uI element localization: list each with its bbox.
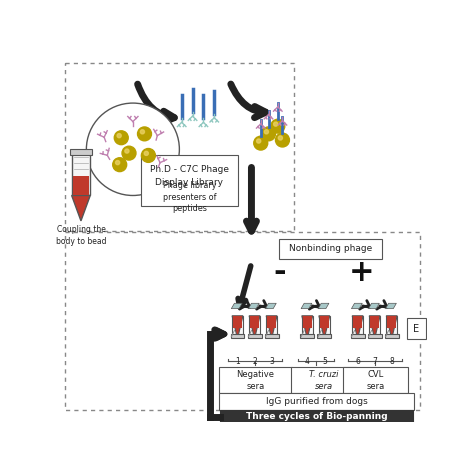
Bar: [247, 334, 262, 337]
FancyBboxPatch shape: [291, 367, 356, 393]
Polygon shape: [302, 316, 313, 339]
Bar: [230, 334, 245, 337]
Polygon shape: [368, 303, 379, 309]
Polygon shape: [248, 303, 259, 309]
Bar: [70, 148, 92, 155]
Polygon shape: [249, 316, 260, 339]
Bar: [368, 334, 382, 337]
Polygon shape: [319, 316, 330, 339]
Polygon shape: [232, 316, 243, 339]
Bar: [267, 316, 276, 328]
Circle shape: [137, 127, 152, 141]
Bar: [72, 153, 90, 195]
FancyBboxPatch shape: [220, 410, 413, 423]
Text: Phage library
presenters of
peptides: Phage library presenters of peptides: [163, 181, 216, 213]
Text: 3: 3: [269, 357, 274, 366]
Text: 6: 6: [355, 357, 360, 366]
Polygon shape: [385, 303, 396, 309]
Bar: [386, 316, 397, 335]
Text: Three cycles of Bio-panning: Three cycles of Bio-panning: [246, 412, 387, 421]
Polygon shape: [386, 316, 397, 339]
Polygon shape: [231, 303, 242, 309]
Bar: [385, 334, 399, 337]
Circle shape: [254, 136, 268, 150]
Bar: [370, 316, 379, 328]
Bar: [73, 176, 89, 195]
Bar: [387, 316, 396, 328]
Bar: [266, 316, 277, 335]
Polygon shape: [369, 316, 380, 339]
Circle shape: [256, 139, 261, 143]
Text: CVL
sera: CVL sera: [366, 370, 384, 391]
FancyBboxPatch shape: [141, 155, 237, 206]
Circle shape: [125, 149, 129, 153]
Text: IgG purified from dogs: IgG purified from dogs: [265, 397, 367, 406]
Bar: [317, 334, 331, 337]
Bar: [302, 316, 312, 328]
Circle shape: [117, 134, 121, 138]
Bar: [302, 316, 313, 335]
Circle shape: [264, 130, 268, 134]
Text: 1: 1: [235, 357, 240, 366]
Bar: [249, 316, 260, 335]
Circle shape: [86, 103, 179, 195]
Polygon shape: [318, 303, 329, 309]
Polygon shape: [352, 316, 363, 339]
Polygon shape: [266, 316, 277, 339]
Text: +: +: [349, 258, 374, 287]
Circle shape: [271, 119, 285, 133]
Text: 4: 4: [305, 357, 310, 366]
Polygon shape: [72, 195, 90, 221]
Bar: [319, 316, 329, 328]
Circle shape: [273, 122, 278, 126]
Bar: [232, 316, 243, 335]
Bar: [250, 316, 259, 328]
Text: T. cruzi
sera: T. cruzi sera: [309, 370, 338, 391]
Text: 8: 8: [389, 357, 394, 366]
Bar: [319, 316, 330, 335]
Text: Negative
sera: Negative sera: [237, 370, 274, 391]
Bar: [369, 316, 380, 335]
Bar: [233, 316, 242, 328]
Circle shape: [141, 148, 155, 163]
Text: Nonbinding phage: Nonbinding phage: [289, 244, 372, 253]
Bar: [351, 334, 365, 337]
Text: Ph.D - C7C Phage
Display Library: Ph.D - C7C Phage Display Library: [150, 165, 229, 187]
Bar: [300, 334, 314, 337]
FancyBboxPatch shape: [219, 392, 414, 410]
Bar: [264, 334, 279, 337]
Circle shape: [262, 127, 275, 141]
Circle shape: [113, 158, 127, 172]
Circle shape: [275, 133, 290, 147]
Circle shape: [122, 146, 136, 160]
Text: -: -: [274, 258, 286, 287]
Text: 7: 7: [372, 357, 377, 366]
Circle shape: [140, 130, 145, 134]
Polygon shape: [351, 303, 362, 309]
Polygon shape: [265, 303, 276, 309]
Circle shape: [144, 151, 148, 155]
FancyBboxPatch shape: [279, 238, 383, 259]
FancyBboxPatch shape: [219, 367, 292, 393]
Text: Coupling the
body to bead: Coupling the body to bead: [56, 225, 106, 246]
Bar: [353, 316, 362, 328]
Bar: [352, 316, 363, 335]
Circle shape: [116, 161, 120, 164]
Circle shape: [278, 136, 283, 140]
Text: 2: 2: [252, 357, 257, 366]
Text: E: E: [413, 324, 419, 334]
Polygon shape: [301, 303, 312, 309]
FancyBboxPatch shape: [343, 367, 408, 393]
FancyBboxPatch shape: [407, 318, 426, 339]
Circle shape: [114, 131, 128, 145]
Text: 5: 5: [322, 357, 327, 366]
